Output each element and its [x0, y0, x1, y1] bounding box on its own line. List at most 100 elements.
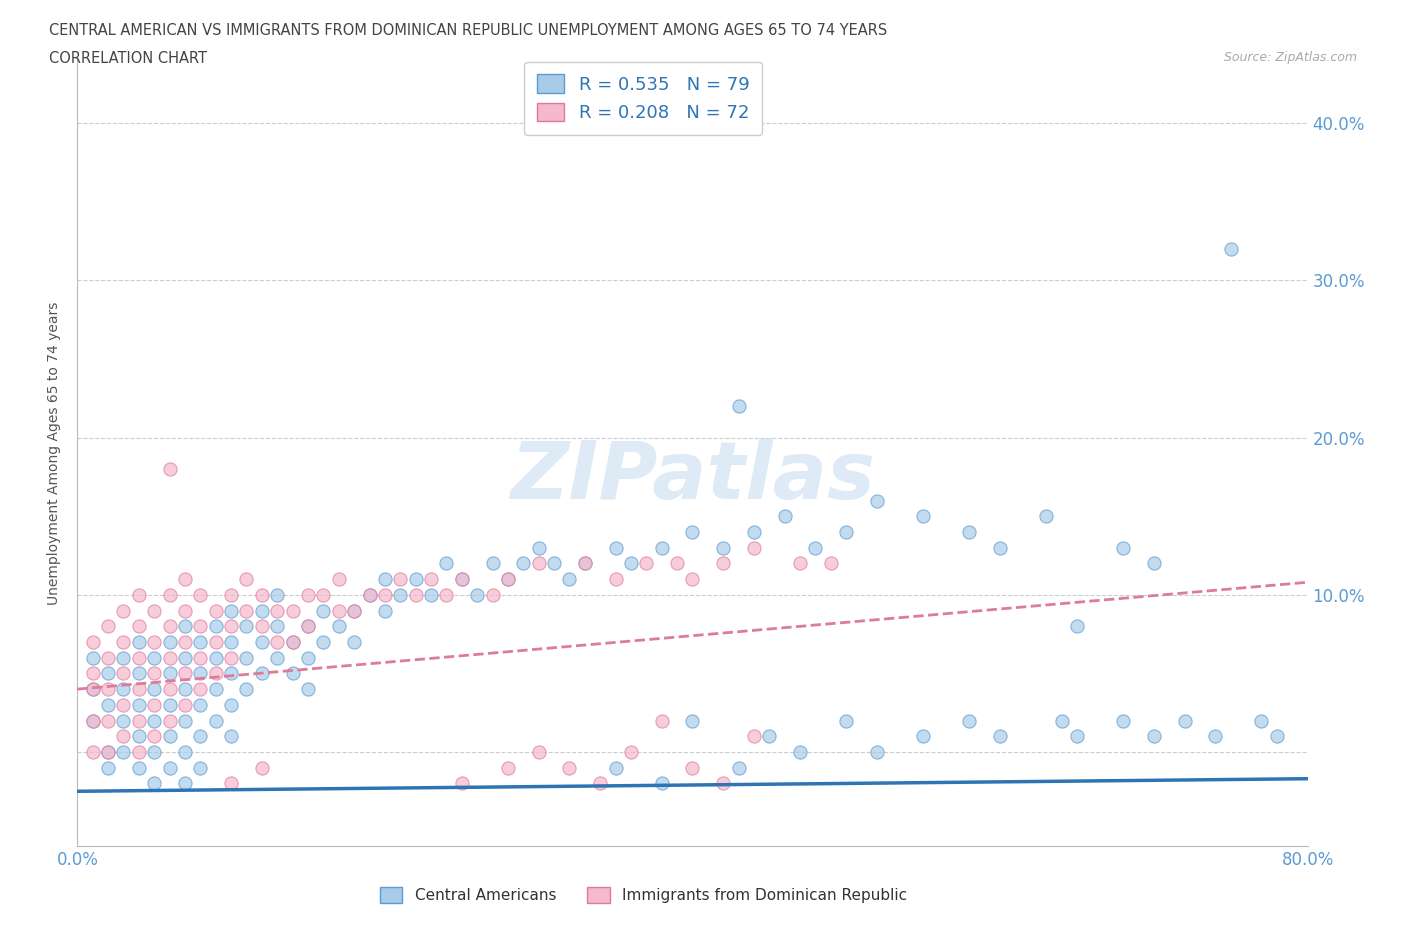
- Point: [174, 713, 197, 728]
- Point: [219, 588, 242, 603]
- Point: [312, 588, 335, 603]
- Text: ZIPatlas: ZIPatlas: [510, 438, 875, 516]
- Point: [682, 713, 704, 728]
- Point: [235, 618, 257, 633]
- Point: [605, 540, 627, 555]
- Point: [174, 634, 197, 649]
- Point: [527, 556, 550, 571]
- Point: [97, 745, 120, 760]
- Point: [97, 650, 120, 665]
- Point: [742, 525, 765, 539]
- Point: [219, 698, 242, 712]
- Point: [496, 572, 519, 587]
- Point: [250, 634, 273, 649]
- Point: [1035, 509, 1057, 524]
- Point: [328, 604, 350, 618]
- Point: [374, 604, 396, 618]
- Point: [159, 698, 181, 712]
- Point: [866, 745, 889, 760]
- Point: [82, 682, 104, 697]
- Point: [219, 634, 242, 649]
- Point: [742, 540, 765, 555]
- Point: [204, 666, 226, 681]
- Point: [589, 776, 612, 790]
- Point: [128, 713, 150, 728]
- Point: [159, 588, 181, 603]
- Point: [636, 556, 658, 571]
- Point: [82, 650, 104, 665]
- Point: [1066, 618, 1088, 633]
- Point: [620, 556, 643, 571]
- Point: [97, 698, 120, 712]
- Point: [128, 618, 150, 633]
- Point: [1174, 713, 1197, 728]
- Point: [235, 682, 257, 697]
- Point: [742, 729, 765, 744]
- Point: [174, 666, 197, 681]
- Point: [112, 713, 135, 728]
- Point: [866, 493, 889, 508]
- Point: [374, 588, 396, 603]
- Y-axis label: Unemployment Among Ages 65 to 74 years: Unemployment Among Ages 65 to 74 years: [48, 301, 62, 605]
- Point: [250, 588, 273, 603]
- Point: [312, 604, 335, 618]
- Point: [651, 713, 673, 728]
- Point: [82, 634, 104, 649]
- Point: [1066, 729, 1088, 744]
- Point: [128, 729, 150, 744]
- Point: [128, 698, 150, 712]
- Point: [481, 556, 503, 571]
- Point: [159, 682, 181, 697]
- Point: [666, 556, 689, 571]
- Text: Source: ZipAtlas.com: Source: ZipAtlas.com: [1223, 51, 1357, 64]
- Point: [605, 761, 627, 776]
- Point: [143, 650, 166, 665]
- Point: [143, 666, 166, 681]
- Point: [266, 618, 288, 633]
- Point: [128, 634, 150, 649]
- Point: [188, 634, 212, 649]
- Point: [97, 761, 120, 776]
- Point: [128, 761, 150, 776]
- Point: [204, 604, 226, 618]
- Point: [250, 604, 273, 618]
- Point: [328, 618, 350, 633]
- Point: [266, 634, 288, 649]
- Point: [1204, 729, 1226, 744]
- Point: [281, 604, 304, 618]
- Point: [188, 682, 212, 697]
- Point: [82, 713, 104, 728]
- Point: [112, 634, 135, 649]
- Text: CORRELATION CHART: CORRELATION CHART: [49, 51, 207, 66]
- Point: [496, 572, 519, 587]
- Point: [204, 650, 226, 665]
- Point: [297, 682, 319, 697]
- Point: [188, 666, 212, 681]
- Point: [174, 745, 197, 760]
- Point: [159, 713, 181, 728]
- Point: [266, 588, 288, 603]
- Point: [297, 618, 319, 633]
- Point: [82, 682, 104, 697]
- Point: [420, 588, 443, 603]
- Point: [174, 682, 197, 697]
- Point: [343, 604, 366, 618]
- Point: [112, 666, 135, 681]
- Point: [159, 729, 181, 744]
- Point: [112, 698, 135, 712]
- Point: [204, 634, 226, 649]
- Point: [143, 698, 166, 712]
- Legend: Central Americans, Immigrants from Dominican Republic: Central Americans, Immigrants from Domin…: [374, 882, 912, 910]
- Point: [481, 588, 503, 603]
- Point: [235, 604, 257, 618]
- Point: [328, 572, 350, 587]
- Point: [988, 729, 1011, 744]
- Point: [1112, 540, 1135, 555]
- Point: [82, 713, 104, 728]
- Point: [281, 634, 304, 649]
- Point: [558, 572, 581, 587]
- Point: [389, 572, 412, 587]
- Point: [219, 650, 242, 665]
- Point: [128, 650, 150, 665]
- Point: [143, 776, 166, 790]
